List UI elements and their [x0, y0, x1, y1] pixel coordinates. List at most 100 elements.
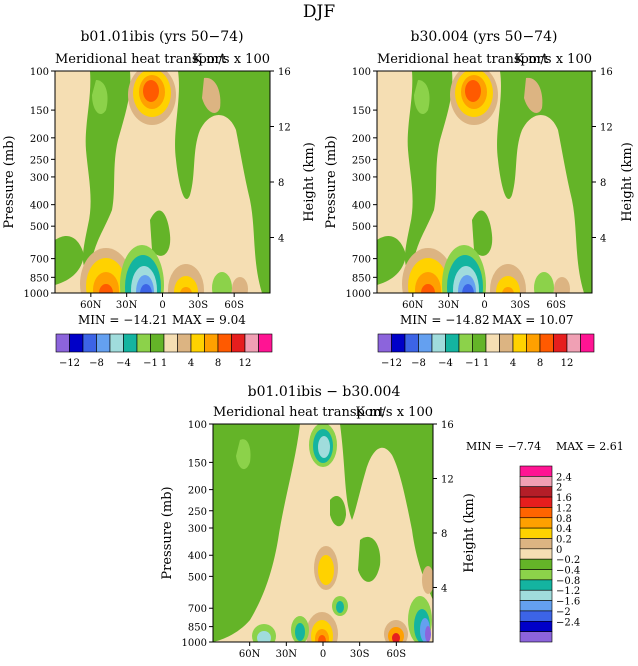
colorbar-swatch — [244, 333, 259, 353]
colorbar-swatch — [391, 333, 406, 353]
panel-3-title: b01.01ibis − b30.004 — [248, 384, 401, 400]
colorbar-label: 0.8 — [556, 514, 572, 525]
pressure-tick-label: 200 — [352, 134, 371, 145]
colorbar-swatch — [404, 333, 419, 353]
colorbar-label: −0.2 — [556, 555, 580, 566]
panel-3-pressure-ticks: 100 150 200 250 300 400 500 700 850 1000 — [182, 420, 213, 649]
panel-1-subtitle-right: K m/s x 100 — [192, 52, 270, 67]
colorbar-swatch — [472, 333, 487, 353]
colorbar-swatch — [519, 569, 553, 581]
pressure-tick-label: 1000 — [346, 289, 371, 300]
panel-2-subtitle-left: Meridional heat transport — [377, 52, 549, 67]
colorbar-swatch — [458, 333, 473, 353]
panel-2-height-ticks: 16 12 8 4 — [592, 67, 613, 245]
latitude-tick-label: 30S — [350, 649, 370, 660]
pressure-tick-label: 150 — [352, 106, 371, 117]
panel-2-right-axis-label: Height (km) — [620, 142, 635, 222]
colorbar-swatch — [519, 548, 553, 560]
panel-1-right-axis-label: Height (km) — [302, 142, 317, 222]
colorbar-label: −8 — [89, 358, 104, 369]
latitude-tick-label: 60S — [224, 300, 244, 311]
panel-3-left-axis-label: Pressure (mb) — [160, 486, 175, 579]
pressure-tick-label: 1000 — [182, 638, 207, 649]
pressure-tick-label: 300 — [188, 524, 207, 535]
colorbar-label: −1.6 — [556, 597, 580, 608]
height-tick-label: 16 — [600, 67, 613, 78]
panel-2-max-stat: MAX = 10.07 — [492, 313, 574, 327]
colorbar-label: 4 — [510, 358, 516, 369]
colorbar-label: −4 — [116, 358, 131, 369]
colorbar-label: 0 — [556, 545, 562, 556]
colorbar-swatch — [96, 333, 111, 353]
colorbar-label: −1.2 — [556, 586, 580, 597]
colorbar-label: 12 — [239, 358, 252, 369]
latitude-tick-label: 30S — [189, 300, 209, 311]
height-tick-label: 4 — [441, 584, 447, 595]
panel-2-pressure-ticks: 100 150 200 250 300 400 500 700 850 1000 — [346, 67, 377, 300]
colorbar-swatch — [519, 620, 553, 632]
panel-1-subtitle-left: Meridional heat transport — [55, 52, 227, 67]
figure-title: DJF — [303, 2, 335, 22]
colorbar-label: 0.4 — [556, 524, 572, 535]
colorbar-label: 1 — [161, 358, 167, 369]
colorbar-label: −0.8 — [556, 576, 580, 587]
colorbar-swatch — [519, 589, 553, 601]
colorbar-swatch — [177, 333, 192, 353]
pressure-tick-label: 400 — [188, 551, 207, 562]
colorbar-swatch — [109, 333, 124, 353]
panel-3-subtitle-right: K m/s x 100 — [355, 405, 433, 420]
height-tick-label: 8 — [600, 178, 606, 189]
colorbar-swatch — [258, 333, 273, 353]
colorbar-label: −4 — [438, 358, 453, 369]
colorbar-swatch — [150, 333, 165, 353]
panel-1-heatmap — [55, 71, 270, 293]
pressure-tick-label: 100 — [30, 67, 49, 78]
colorbar-label: 2 — [556, 483, 562, 494]
height-tick-label: 12 — [278, 123, 291, 134]
pressure-tick-label: 700 — [352, 255, 371, 266]
colorbar-swatch — [204, 333, 219, 353]
latitude-tick-label: 60S — [546, 300, 566, 311]
colorbar-swatch — [485, 333, 500, 353]
height-tick-label: 8 — [278, 178, 284, 189]
latitude-tick-label: 30N — [438, 300, 460, 311]
panel-3-subtitle-left: Meridional heat transport — [213, 405, 385, 420]
colorbar-swatch — [217, 333, 232, 353]
latitude-tick-label: 30N — [116, 300, 138, 311]
pressure-tick-label: 700 — [188, 604, 207, 615]
pressure-tick-label: 250 — [188, 507, 207, 518]
panel-1-pressure-ticks: 100 150 200 250 300 400 500 700 850 1000 — [24, 67, 55, 300]
pressure-tick-label: 500 — [30, 222, 49, 233]
colorbar-swatch — [82, 333, 97, 353]
colorbar-swatch — [526, 333, 541, 353]
pressure-tick-label: 500 — [352, 222, 371, 233]
panel-3-max-stat: MAX = 2.61 — [556, 440, 624, 453]
colorbar-label: 4 — [188, 358, 194, 369]
panel-3-min-stat: MIN = −7.74 — [466, 440, 541, 453]
latitude-tick-label: 60N — [402, 300, 424, 311]
colorbar-swatch — [445, 333, 460, 353]
height-tick-label: 12 — [441, 475, 454, 486]
colorbar-label: −2.4 — [556, 617, 580, 628]
colorbar-label: 0.2 — [556, 534, 572, 545]
colorbar-swatch — [519, 558, 553, 570]
pressure-tick-label: 300 — [30, 173, 49, 184]
panel-2-min-stat: MIN = −14.82 — [400, 313, 490, 327]
pressure-tick-label: 500 — [188, 572, 207, 583]
colorbar-swatch — [519, 486, 553, 498]
colorbar-label: −0.4 — [556, 566, 580, 577]
colorbar-swatch — [136, 333, 151, 353]
pressure-tick-label: 200 — [188, 486, 207, 497]
colorbar-label: 2.4 — [556, 472, 572, 483]
panel-3-latitude-ticks: 60N 30N 0 30S 60S — [239, 642, 406, 660]
colorbar-swatch — [163, 333, 178, 353]
colorbar-panel-2: −12 −8 −4 −1 1 4 8 12 — [377, 333, 595, 369]
colorbar-swatch — [231, 333, 246, 353]
colorbar-swatch — [519, 631, 553, 643]
colorbar-swatch — [519, 507, 553, 519]
height-tick-label: 4 — [600, 234, 606, 245]
colorbar-swatch — [190, 333, 205, 353]
pressure-tick-label: 100 — [352, 67, 371, 78]
colorbar-swatch — [519, 517, 553, 529]
